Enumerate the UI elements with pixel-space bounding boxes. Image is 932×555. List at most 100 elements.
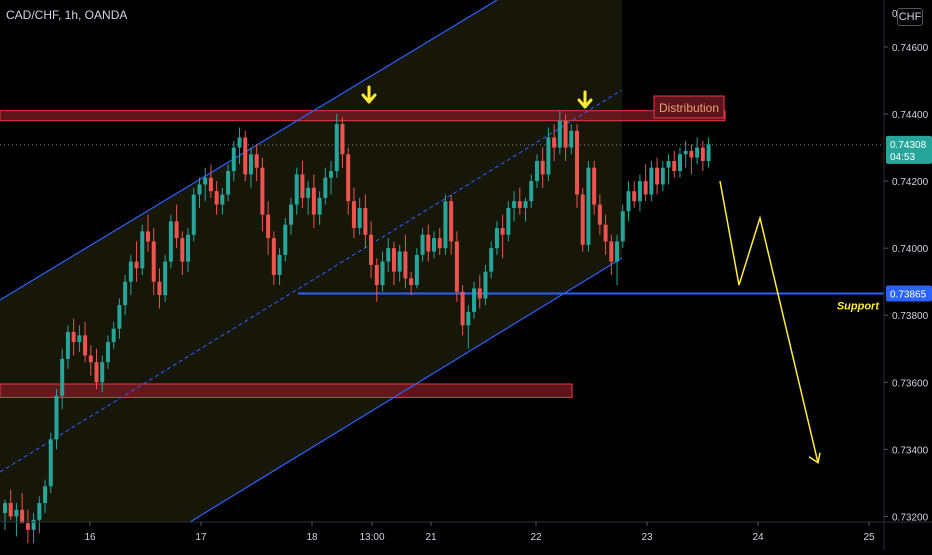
currency-selector[interactable]: CHF [897, 8, 923, 26]
candle [603, 224, 608, 242]
candle [88, 355, 93, 363]
candle [380, 261, 385, 286]
projection-arrow-head [808, 452, 821, 465]
candle [454, 241, 459, 292]
candle [494, 228, 499, 249]
channel-lower-line [189, 257, 623, 523]
projection-path [719, 180, 819, 463]
candle [340, 124, 345, 155]
current-price-label: 0.74308 [890, 140, 927, 151]
candle [311, 187, 316, 215]
candle [523, 201, 528, 208]
candle [100, 362, 105, 383]
candle [243, 137, 248, 175]
candle [220, 194, 225, 205]
y-tick-label-top: 0 [892, 9, 898, 20]
candle [449, 201, 454, 242]
candle [180, 238, 185, 262]
candle [437, 238, 442, 249]
candle [8, 503, 13, 517]
candle [254, 154, 259, 168]
distribution-label: Distribution [659, 101, 719, 115]
distribution-zone [0, 110, 726, 122]
candle [54, 395, 59, 440]
current-price-marker [886, 135, 932, 164]
candle [357, 207, 362, 229]
candle [683, 150, 688, 155]
candle [140, 231, 145, 269]
x-tick-label: 22 [530, 532, 542, 543]
candle [271, 238, 276, 275]
support-price-label: 0.73865 [890, 289, 927, 300]
candle [300, 174, 305, 198]
candle [323, 177, 328, 198]
candle [146, 231, 150, 242]
candle [168, 221, 173, 262]
candle [203, 177, 208, 185]
candle [489, 248, 494, 272]
support-price-marker [886, 285, 932, 302]
candle [346, 154, 351, 202]
candle [620, 211, 625, 242]
candle [60, 358, 65, 396]
candle [626, 191, 631, 212]
candle [226, 171, 231, 195]
candle [294, 174, 299, 205]
candle [592, 167, 597, 205]
candle [466, 311, 471, 326]
candle [689, 150, 694, 158]
channel-mid-line [0, 89, 623, 473]
y-tick-label: 0.74600 [892, 43, 929, 54]
candle [529, 181, 534, 202]
y-tick-label: 0.73200 [892, 512, 929, 523]
x-tick-label: 16 [84, 532, 96, 543]
candle [672, 160, 677, 172]
candle [500, 228, 505, 235]
candle [575, 130, 579, 195]
candle [48, 439, 53, 487]
candle [512, 201, 517, 208]
candle [374, 264, 379, 286]
y-tick-label: 0.73800 [892, 311, 929, 322]
candle [369, 234, 374, 265]
candle [208, 177, 213, 192]
candle [151, 241, 156, 282]
candle [134, 261, 139, 269]
x-tick-label: 24 [752, 532, 764, 543]
candle [334, 124, 339, 172]
candle [157, 281, 162, 296]
x-tick-label: 23 [641, 532, 653, 543]
symbol-title: CAD/CHF, 1h, OANDA [6, 8, 128, 22]
candle [409, 278, 414, 286]
candle [20, 509, 25, 524]
candle [77, 335, 82, 343]
candle [25, 523, 30, 530]
candle [586, 167, 591, 245]
candle [31, 519, 36, 530]
candle [105, 342, 110, 363]
y-tick-label: 0.73600 [892, 378, 929, 389]
candle [637, 181, 642, 202]
candle [557, 120, 562, 148]
candle [386, 248, 391, 262]
candle [414, 254, 419, 286]
candle [317, 197, 322, 215]
candle [443, 201, 448, 249]
candle [552, 137, 557, 148]
channel-upper-line [0, 0, 498, 301]
candle [174, 221, 179, 239]
candle [632, 191, 637, 202]
distribution-label-box [653, 95, 725, 119]
y-tick-label: 0.74200 [892, 177, 929, 188]
candle [197, 184, 202, 195]
y-tick-label: 0.74000 [892, 244, 929, 255]
candle [615, 241, 620, 262]
candle [277, 254, 282, 275]
top-marker-arrow-2 [577, 90, 593, 109]
candle [123, 281, 128, 306]
candle [391, 248, 396, 272]
candle [700, 147, 705, 161]
top-marker-arrow-1 [361, 85, 377, 104]
